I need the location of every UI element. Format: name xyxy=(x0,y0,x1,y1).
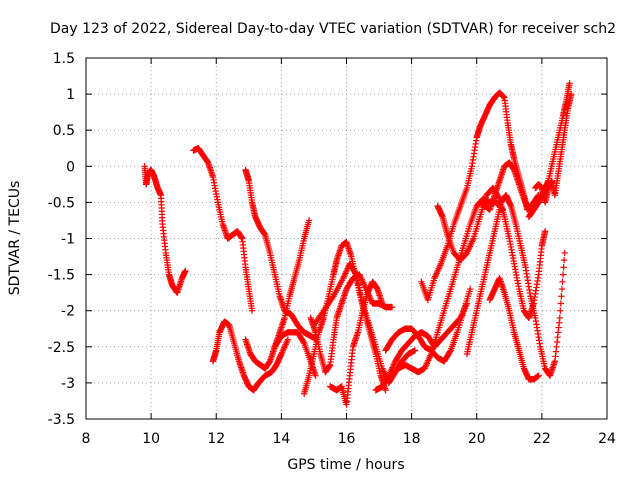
y-tick-label: 1 xyxy=(66,87,75,103)
data-point xyxy=(446,348,454,355)
data-point xyxy=(411,347,419,354)
x-axis-label: GPS time / hours xyxy=(287,457,404,473)
data-series-arc-15 xyxy=(434,184,549,322)
data-series-arc-9 xyxy=(327,278,386,408)
data-point xyxy=(556,314,563,322)
data-point xyxy=(561,249,568,257)
data-point xyxy=(353,274,361,282)
data-point xyxy=(300,338,307,346)
data-point xyxy=(557,307,564,314)
x-tick-label: 18 xyxy=(403,431,421,447)
data-series-arc-19 xyxy=(525,80,573,221)
data-point xyxy=(355,281,362,288)
data-point xyxy=(248,307,256,314)
data-point xyxy=(354,277,361,285)
x-tick-label: 24 xyxy=(598,431,616,447)
data-point xyxy=(284,336,292,343)
y-tick-label: -1 xyxy=(61,232,75,248)
x-tick-label: 16 xyxy=(338,431,356,447)
data-point xyxy=(557,300,565,307)
data-point xyxy=(355,284,363,291)
data-point xyxy=(312,372,319,379)
data-point xyxy=(535,372,542,379)
x-tick-label: 22 xyxy=(533,431,551,447)
data-point xyxy=(352,270,359,277)
chart-title: Day 123 of 2022, Sidereal Day-to-day VTE… xyxy=(50,21,616,37)
data-point xyxy=(535,191,542,199)
data-series-arc-2 xyxy=(190,145,256,314)
y-tick-label: -3 xyxy=(61,376,75,392)
data-point xyxy=(495,194,503,201)
data-point xyxy=(357,290,364,298)
data-point xyxy=(388,303,396,311)
data-point xyxy=(560,264,567,271)
data-point xyxy=(560,256,568,264)
data-point xyxy=(305,217,313,224)
data-point xyxy=(559,278,566,286)
label-layer: 8 10 12 14 16 18 20 22 24-3.5-3-2.5-2-1.5-1-0.50… xyxy=(48,51,616,447)
data-point xyxy=(567,90,575,98)
data-series-arc-20 xyxy=(476,159,542,213)
data-point xyxy=(356,287,364,294)
y-tick-label: -3.5 xyxy=(48,412,75,428)
data-series-arc-6 xyxy=(271,217,313,350)
x-tick-label: 10 xyxy=(142,431,160,447)
data-point xyxy=(541,228,549,235)
y-tick-label: -1.5 xyxy=(48,268,75,284)
x-tick-label: 12 xyxy=(207,431,225,447)
data-point xyxy=(467,285,474,293)
data-series-arc-5 xyxy=(242,329,319,379)
data-series-arc-16 xyxy=(463,191,568,379)
x-tick-label: 8 xyxy=(82,431,91,447)
data-point xyxy=(384,373,392,381)
data-point xyxy=(558,293,565,300)
data-point xyxy=(379,300,386,307)
x-tick-label: 20 xyxy=(468,431,486,447)
data-point xyxy=(358,293,365,301)
data-point xyxy=(566,80,573,87)
y-tick-label: -2.5 xyxy=(48,340,75,356)
data-point xyxy=(353,271,360,278)
data-series-arc-17 xyxy=(486,275,542,383)
y-tick-label: -2 xyxy=(61,304,75,320)
data-series-arc-10 xyxy=(310,260,419,387)
y-tick-label: 0 xyxy=(66,159,75,175)
marker-layer xyxy=(141,80,575,408)
data-point xyxy=(558,285,566,293)
data-series-arc-1 xyxy=(141,163,189,296)
data-series-arc-3 xyxy=(209,318,292,394)
tick-layer xyxy=(85,57,608,420)
data-point xyxy=(559,271,567,278)
y-axis-label: SDTVAR / TECUs xyxy=(7,181,23,296)
data-point xyxy=(382,386,389,394)
y-tick-label: 0.5 xyxy=(53,123,75,139)
data-point xyxy=(182,267,189,275)
x-tick-label: 14 xyxy=(272,431,290,447)
data-point xyxy=(358,297,366,304)
y-tick-label: 1.5 xyxy=(53,51,75,67)
y-tick-label: -0.5 xyxy=(48,195,75,211)
data-series-arc-12 xyxy=(382,285,474,365)
